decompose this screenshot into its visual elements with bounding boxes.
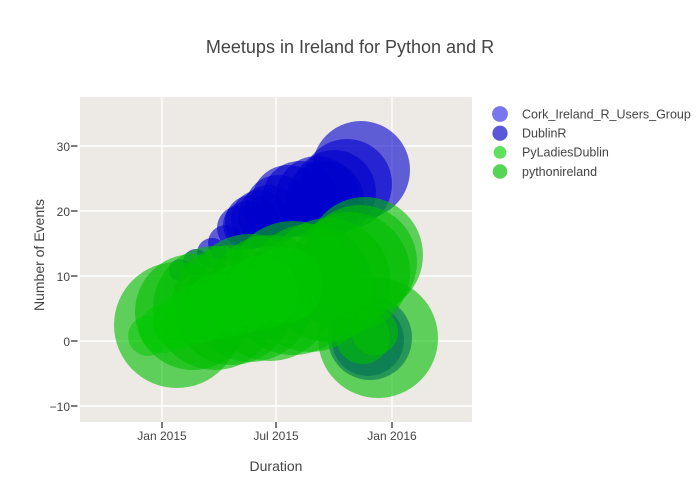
- svg-text:Cork_Ireland_R_Users_Group: Cork_Ireland_R_Users_Group: [522, 108, 691, 122]
- svg-text:−10: −10: [50, 400, 71, 414]
- svg-text:pythonireland: pythonireland: [522, 165, 597, 179]
- svg-text:PyLadiesDublin: PyLadiesDublin: [522, 146, 609, 160]
- svg-text:Jan 2015: Jan 2015: [137, 429, 187, 443]
- svg-text:Jan 2016: Jan 2016: [367, 429, 417, 443]
- svg-text:Jul 2015: Jul 2015: [253, 429, 299, 443]
- svg-text:10: 10: [57, 270, 71, 284]
- svg-text:Number of Events: Number of Events: [31, 199, 47, 311]
- svg-text:20: 20: [57, 205, 71, 219]
- svg-text:Duration: Duration: [250, 458, 303, 474]
- svg-text:0: 0: [63, 335, 70, 349]
- svg-text:Meetups in Ireland for Python: Meetups in Ireland for Python and R: [206, 37, 494, 57]
- svg-text:30: 30: [57, 140, 71, 154]
- svg-text:DublinR: DublinR: [522, 127, 566, 141]
